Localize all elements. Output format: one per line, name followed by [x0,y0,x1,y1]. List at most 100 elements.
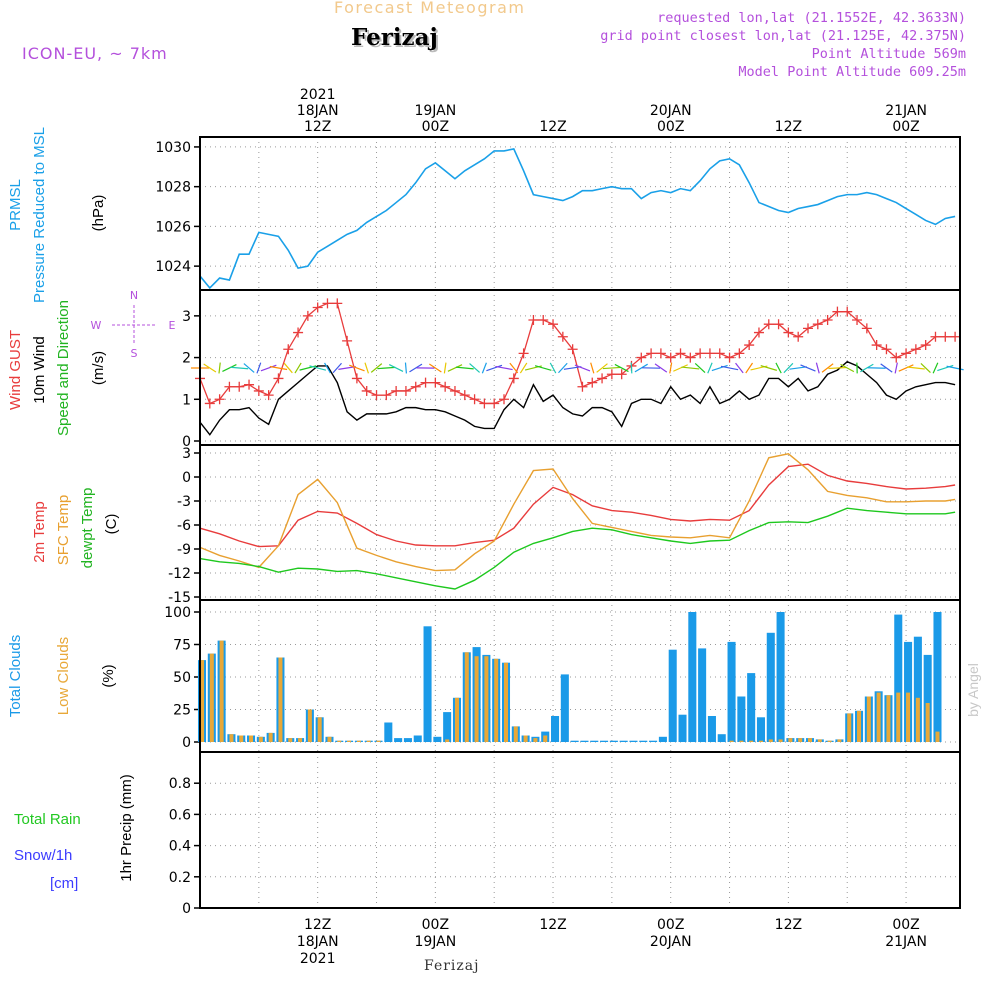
y-tick-label: 1028 [155,180,191,196]
wind-direction-arrow [898,364,914,372]
temp-2m-line [199,463,956,548]
bottom-location-label: Ferizaj [424,958,480,974]
y-tick-label: 0.2 [169,870,191,886]
wind-gust-label: Wind GUST [7,330,24,410]
wind-direction-arrow [534,365,552,371]
gust-marker [812,319,823,330]
temp-sfc-line [199,453,956,572]
wind-direction-arrow [243,363,255,373]
y-tick-label: 0.8 [169,776,191,792]
top-time-label: 21JAN [885,103,927,119]
gust-marker [430,377,441,388]
gust-marker [753,327,764,338]
gust-marker [950,331,961,342]
low-clouds-bar [543,735,548,742]
wind-direction-arrow [735,362,744,374]
wind-direction-arrow [409,363,423,373]
gust-marker [901,348,912,359]
snow-label: Snow/1h [14,847,72,864]
wind-direction-arrow [630,362,633,374]
low-clouds-bar [484,656,489,742]
low-clouds-bar [288,738,293,742]
top-time-label: 18JAN [297,103,339,119]
gust-marker [910,344,921,355]
y-tick-label: 25 [173,703,191,719]
wind-direction-arrow [203,363,217,373]
gust-marker [783,327,794,338]
gust-marker [469,394,480,405]
wind-direction-arrow [602,366,621,370]
gust-marker [234,381,245,392]
gust-marker [567,344,578,355]
gust-marker [283,344,294,355]
low-clouds-bar [788,738,793,742]
wind-direction-arrow [840,363,855,373]
temp-2m-label: 2m Temp [31,501,48,562]
low-clouds-bar [249,735,254,742]
low-clouds-bar [758,740,763,742]
wind-direction-arrow [760,365,778,371]
compass-north-label: N [130,289,138,302]
total-clouds-bar [433,736,442,742]
total-clouds-bar [776,612,785,742]
meteogram-subtitle: Forecast Meteogram [334,0,526,17]
top-time-label: 00Z [422,119,449,135]
gust-marker [479,398,490,409]
wind-direction-arrow [455,366,474,370]
panel-frame [199,751,961,909]
total-clouds-bar [590,740,599,742]
low-clouds-bar [827,740,832,742]
low-clouds-bar [749,740,754,742]
gust-marker [342,335,353,346]
total-clouds-bar [727,641,736,742]
gust-marker [832,306,843,317]
low-clouds-bar [847,713,852,742]
low-clouds-bar [729,740,734,742]
low-clouds-bar [239,735,244,742]
wind-direction-arrow [815,362,820,374]
grid-point-coords: grid point closest lon,lat (21.125E, 42.… [600,28,966,44]
gust-marker [587,377,598,388]
low-clouds-bar [837,739,842,742]
bottom-time-label: 00Z [892,917,919,933]
gust-marker [744,340,755,351]
wind-direction-arrow [707,362,713,374]
wind-direction-arrow [404,362,408,374]
snow-unit-label: [cm] [50,875,78,892]
total-clouds-bar [698,648,707,742]
low-clouds-bar [337,740,342,742]
gust-marker [695,348,706,359]
y-tick-label: 1030 [155,140,191,156]
wind-direction-arrow [800,364,816,372]
total-clouds-bar [394,738,403,742]
gust-marker [920,340,931,351]
total-clouds-bar [384,722,393,742]
gust-marker [685,352,696,363]
low-clouds-bar [513,726,518,742]
total-clouds-bar [756,717,765,742]
low-clouds-bar [876,692,881,742]
total-clouds-bar [609,740,618,742]
wind-direction-arrow [783,362,794,374]
total-clouds-bar [737,696,746,742]
wind-direction-arrow [447,364,463,372]
compass-rose-icon [112,305,156,345]
gust-marker [263,390,274,401]
wind-direction-arrow [495,365,513,371]
wind-direction-arrow [860,363,874,373]
top-time-label: 20JAN [650,103,692,119]
wind-direction-arrow [294,362,302,374]
low-clouds-bar [906,692,911,742]
watermark: by Angel [965,663,981,717]
low-clouds-bar [454,697,459,742]
wind-direction-arrow [789,366,808,370]
wind-direction-arrow [549,362,557,374]
wind-direction-arrow [377,366,396,370]
wind-direction-arrow [218,362,221,374]
wind-direction-arrow [443,362,447,374]
gust-marker [822,315,833,326]
total-clouds-bar [403,738,412,742]
wind-direction-arrow [509,362,519,374]
total-clouds-bar [688,612,697,742]
